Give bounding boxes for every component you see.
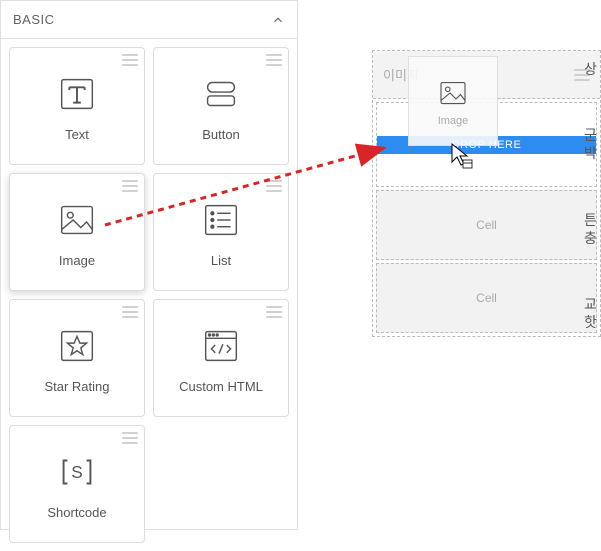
adjacent-column-labels: 상 군 박 튼 충 교 핫 [584, 60, 601, 379]
code-icon [198, 323, 244, 369]
drop-hint: DROP HERE [377, 136, 596, 154]
drop-cell[interactable]: Cell [376, 190, 597, 260]
panel-header-basic[interactable]: BASIC [1, 1, 297, 39]
drag-handle-icon [266, 306, 282, 318]
button-icon [198, 71, 244, 117]
image-icon [54, 197, 100, 243]
widget-label: Star Rating [44, 379, 109, 394]
widget-list[interactable]: List [153, 173, 289, 291]
drag-handle-icon [122, 54, 138, 66]
widget-label: Button [202, 127, 240, 142]
widget-shortcode[interactable]: S Shortcode [9, 425, 145, 543]
side-label: 상 [584, 60, 601, 78]
drag-handle-icon [266, 54, 282, 66]
widget-star-rating[interactable]: Star Rating [9, 299, 145, 417]
widget-text[interactable]: Text [9, 47, 145, 165]
drop-cell[interactable]: Cell [376, 263, 597, 333]
side-label: 교 핫 [584, 295, 601, 331]
widget-image[interactable]: Image [9, 173, 145, 291]
widget-label: Custom HTML [179, 379, 263, 394]
drop-target-column[interactable]: 이미지 DROP HERE Cell Cell [372, 50, 601, 337]
text-icon [54, 71, 100, 117]
side-label: 군 박 [584, 126, 601, 162]
widget-button[interactable]: Button [153, 47, 289, 165]
widget-panel: BASIC Text Button [0, 0, 298, 530]
drag-handle-icon [266, 180, 282, 192]
drop-cell-active[interactable]: DROP HERE [376, 102, 597, 187]
drag-handle-icon [122, 432, 138, 444]
drop-column-header[interactable]: 이미지 [373, 51, 600, 99]
widget-label: List [211, 253, 231, 268]
drag-handle-icon [122, 180, 138, 192]
svg-text:S: S [71, 461, 83, 481]
widget-label: Text [65, 127, 89, 142]
star-icon [54, 323, 100, 369]
shortcode-icon: S [54, 449, 100, 495]
widget-label: Image [59, 253, 95, 268]
chevron-up-icon [271, 13, 285, 27]
drop-column-title: 이미지 [383, 65, 574, 84]
cell-placeholder: Cell [476, 291, 497, 305]
list-icon [198, 197, 244, 243]
panel-title: BASIC [13, 12, 271, 27]
widgets-grid: Text Button Image [1, 39, 297, 551]
widget-custom-html[interactable]: Custom HTML [153, 299, 289, 417]
drag-handle-icon [122, 306, 138, 318]
cell-placeholder: Cell [476, 218, 497, 232]
widget-label: Shortcode [47, 505, 106, 520]
side-label: 튼 충 [584, 211, 601, 247]
